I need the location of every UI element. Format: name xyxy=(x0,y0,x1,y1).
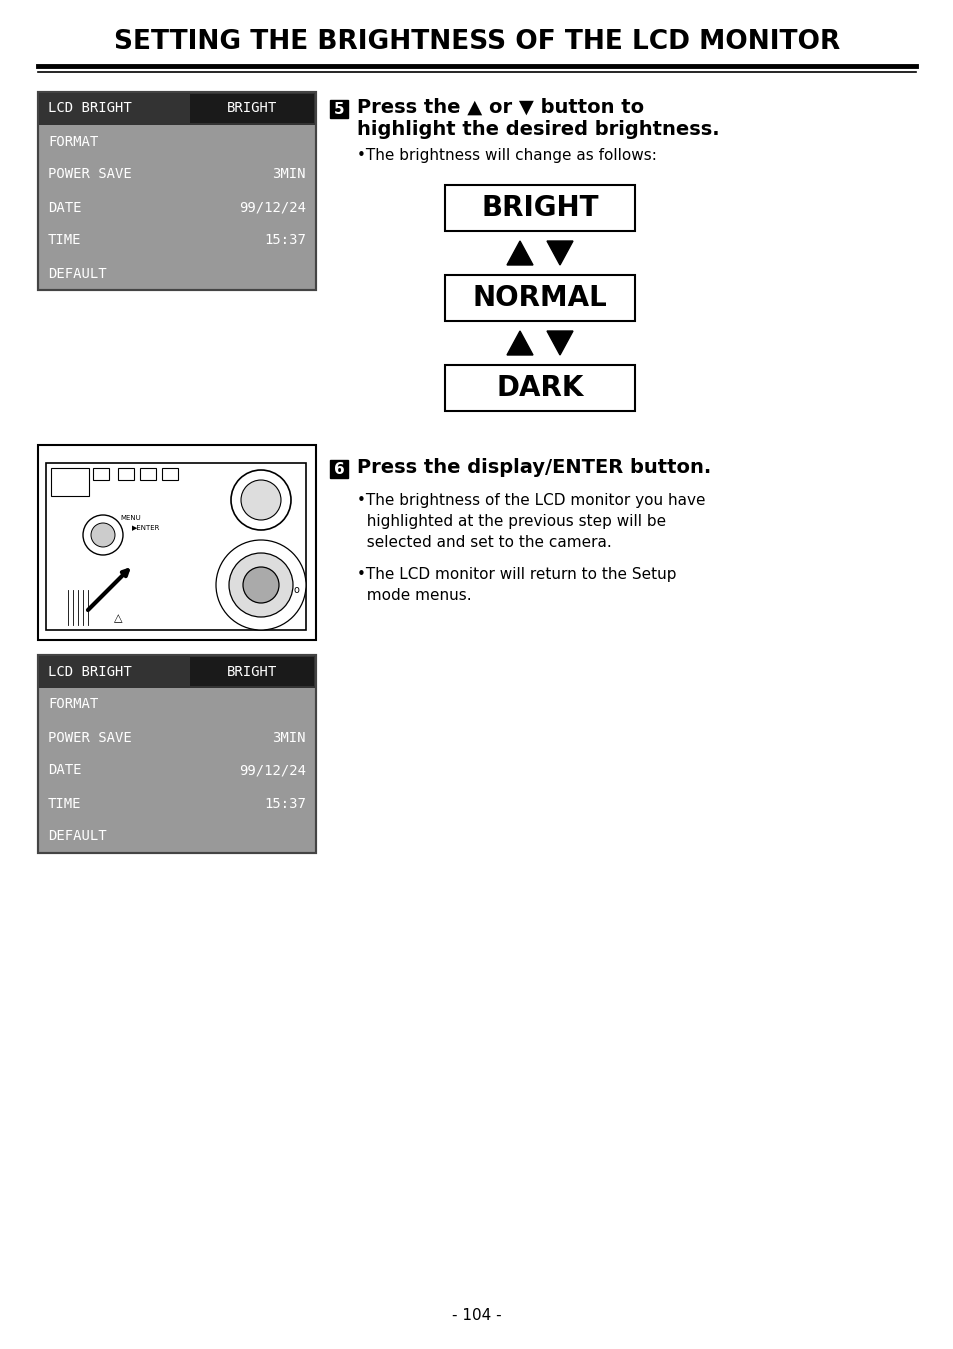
Text: FORMAT: FORMAT xyxy=(48,135,98,148)
Circle shape xyxy=(243,567,278,603)
Text: LCD BRIGHT: LCD BRIGHT xyxy=(48,101,132,116)
Bar xyxy=(46,463,306,630)
Bar xyxy=(51,468,89,496)
Text: DARK: DARK xyxy=(496,374,583,402)
Text: •The brightness will change as follows:: •The brightness will change as follows: xyxy=(356,148,657,163)
Text: 6: 6 xyxy=(334,461,344,476)
Circle shape xyxy=(229,553,293,616)
Bar xyxy=(38,92,315,290)
Text: NORMAL: NORMAL xyxy=(472,285,607,312)
Text: 3MIN: 3MIN xyxy=(273,731,306,745)
Text: TIME: TIME xyxy=(48,796,81,811)
Bar xyxy=(38,656,315,853)
Bar xyxy=(330,100,348,117)
Text: BRIGHT: BRIGHT xyxy=(480,194,598,223)
Bar xyxy=(444,185,635,231)
Text: 5: 5 xyxy=(334,101,344,116)
Text: 99/12/24: 99/12/24 xyxy=(239,201,306,214)
Bar xyxy=(162,468,178,480)
Circle shape xyxy=(91,523,115,546)
Circle shape xyxy=(241,480,281,519)
Text: Press the ▲ or ▼ button to: Press the ▲ or ▼ button to xyxy=(356,98,643,117)
Bar xyxy=(38,445,315,639)
Text: ▶ENTER: ▶ENTER xyxy=(132,523,160,530)
Bar xyxy=(140,468,156,480)
Text: •The LCD monitor will return to the Setup
  mode menus.: •The LCD monitor will return to the Setu… xyxy=(356,567,676,603)
Bar xyxy=(38,656,315,853)
Polygon shape xyxy=(506,331,533,355)
Text: MENU: MENU xyxy=(120,515,141,521)
Bar xyxy=(444,275,635,321)
Circle shape xyxy=(215,540,306,630)
Text: DATE: DATE xyxy=(48,201,81,214)
Bar xyxy=(38,92,315,125)
Text: SETTING THE BRIGHTNESS OF THE LCD MONITOR: SETTING THE BRIGHTNESS OF THE LCD MONITO… xyxy=(113,28,840,55)
Bar xyxy=(330,460,348,478)
Polygon shape xyxy=(506,241,533,264)
Text: 99/12/24: 99/12/24 xyxy=(239,764,306,777)
Text: △: △ xyxy=(113,612,122,623)
Text: 15:37: 15:37 xyxy=(264,233,306,247)
Bar xyxy=(118,468,133,480)
Bar xyxy=(444,366,635,411)
Text: Press the display/ENTER button.: Press the display/ENTER button. xyxy=(356,459,711,478)
Text: FORMAT: FORMAT xyxy=(48,697,98,711)
Text: 3MIN: 3MIN xyxy=(273,167,306,182)
Text: BRIGHT: BRIGHT xyxy=(227,665,276,679)
Text: LCD BRIGHT: LCD BRIGHT xyxy=(48,665,132,679)
Circle shape xyxy=(83,515,123,554)
Text: POWER SAVE: POWER SAVE xyxy=(48,167,132,182)
Text: TIME: TIME xyxy=(48,233,81,247)
Polygon shape xyxy=(546,331,573,355)
Text: 15:37: 15:37 xyxy=(264,796,306,811)
Text: DEFAULT: DEFAULT xyxy=(48,830,107,843)
Text: DEFAULT: DEFAULT xyxy=(48,267,107,281)
Text: highlight the desired brightness.: highlight the desired brightness. xyxy=(356,120,719,139)
Bar xyxy=(190,657,314,687)
Text: •The brightness of the LCD monitor you have
  highlighted at the previous step w: •The brightness of the LCD monitor you h… xyxy=(356,492,705,550)
Bar xyxy=(38,92,315,290)
Circle shape xyxy=(231,469,291,530)
Text: BRIGHT: BRIGHT xyxy=(227,101,276,116)
Text: DATE: DATE xyxy=(48,764,81,777)
Text: - 104 -: - 104 - xyxy=(452,1307,501,1322)
Bar xyxy=(190,94,314,123)
Text: POWER SAVE: POWER SAVE xyxy=(48,731,132,745)
Text: o: o xyxy=(293,585,298,595)
Bar xyxy=(38,656,315,688)
Polygon shape xyxy=(546,241,573,264)
Bar xyxy=(92,468,109,480)
